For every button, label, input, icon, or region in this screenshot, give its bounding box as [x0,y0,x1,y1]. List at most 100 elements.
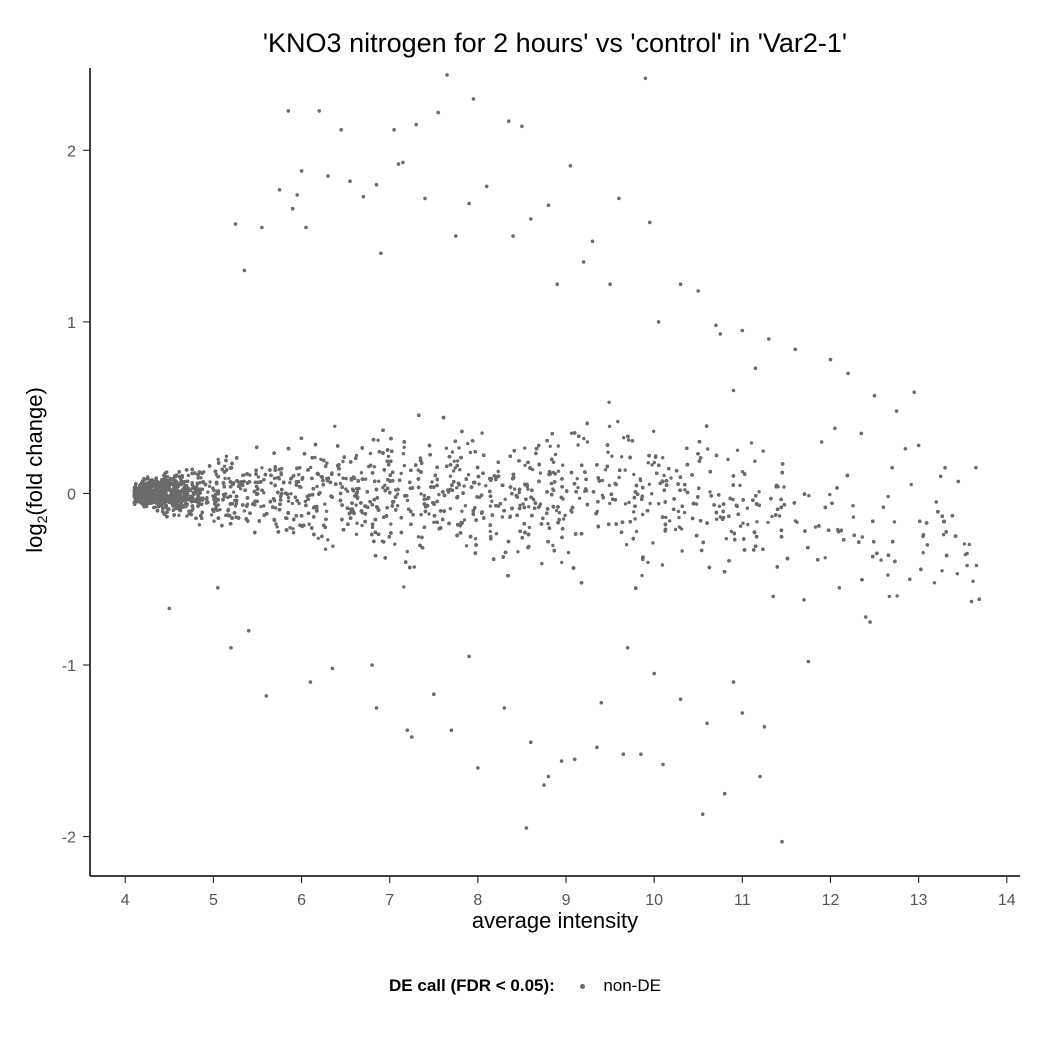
data-point [622,436,626,440]
chart-title: 'KNO3 nitrogen for 2 hours' vs 'control'… [262,28,848,58]
data-point [650,463,654,467]
data-point [197,523,202,527]
data-point [560,560,564,565]
data-point [714,517,719,521]
data-point [682,510,687,515]
data-point [393,542,397,546]
point-cloud [132,400,981,601]
data-point [633,517,637,521]
data-point [457,446,461,450]
data-point [190,471,194,476]
data-point [450,450,455,454]
data-point [940,569,944,573]
data-point [297,472,301,477]
data-point [416,535,421,539]
data-point [462,484,466,488]
data-point [641,512,645,517]
data-point [448,474,453,478]
data-point [887,594,891,599]
data-point [551,543,555,548]
data-point [177,513,181,517]
data-point [196,476,200,480]
data-point [376,438,380,442]
data-point [325,461,329,465]
data-point [208,480,212,484]
data-point [766,520,770,525]
data-point [807,494,811,498]
data-point [216,457,220,462]
data-point [480,431,484,435]
data-point [607,483,612,488]
data-point [399,471,403,476]
data-point [617,475,621,480]
data-point [607,400,611,404]
data-point [651,541,655,545]
data-point [477,482,481,486]
data-point [412,565,416,569]
data-point [557,511,562,515]
data-point [496,469,500,474]
data-point [466,473,471,477]
data-point [432,520,436,524]
data-point [451,469,456,473]
data-point [272,476,277,480]
data-point [177,474,181,479]
data-point [259,504,263,509]
data-point [585,440,590,444]
data-point [238,487,243,491]
data-point [551,460,556,464]
data-point [198,480,202,485]
data-point [549,481,554,486]
data-point [355,521,359,525]
data-point [205,496,209,500]
data-point [494,532,499,536]
data-point [333,424,337,428]
data-point [677,515,681,520]
data-point [606,450,610,454]
data-point [726,457,730,462]
data-point [823,556,827,560]
data-point [718,515,722,519]
data-point [892,520,897,524]
data-point [646,461,650,465]
data-point [530,467,535,472]
data-point [554,508,559,513]
data-point [708,490,712,494]
data-point [341,459,345,464]
data-point [315,484,319,489]
data-point [307,522,311,526]
data-point [632,510,636,514]
data-point [932,581,937,585]
data-point [680,549,684,553]
data-point [256,475,261,479]
data-point [971,579,975,583]
data-point [402,585,406,589]
data-point [372,465,377,469]
data-point [860,535,864,539]
data-point [575,477,579,481]
data-point [562,517,566,521]
data-point [488,504,493,508]
data-point [171,504,175,508]
data-point [227,476,231,481]
data-point [344,487,348,491]
data-point [523,463,527,467]
data-point [610,454,614,458]
data-point [223,476,227,481]
data-point [552,488,556,493]
data-point [344,476,348,481]
data-point [291,527,295,531]
data-point [576,443,580,447]
data-point [518,503,522,507]
data-point [277,477,281,481]
data-point [669,476,673,480]
data-point [741,521,745,525]
data-point [523,446,527,450]
data-point [242,509,247,513]
data-point [683,488,687,492]
data-point [650,492,654,496]
data-point [277,467,281,472]
data-point [468,450,473,455]
data-point [755,520,759,524]
